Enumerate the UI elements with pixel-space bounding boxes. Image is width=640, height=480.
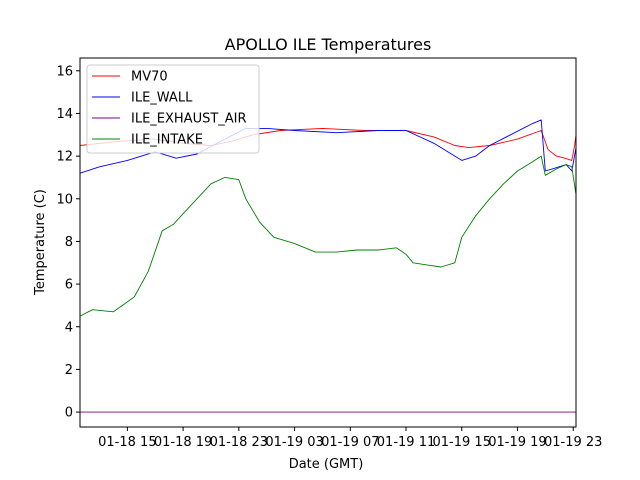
legend-label: MV70 (131, 70, 168, 85)
x-tick-label: 01-19 07 (321, 435, 379, 450)
y-tick-label: 2 (65, 363, 73, 378)
x-axis-label: Date (GMT) (289, 457, 364, 472)
x-tick-label: 01-19 23 (544, 435, 602, 450)
series-line-ile-intake (79, 155, 577, 317)
series-line-ile-wall (79, 119, 577, 174)
chart-title: APOLLO ILE Temperatures (225, 35, 432, 54)
x-tick-label: 01-19 03 (265, 435, 323, 450)
legend-label: ILE_EXHAUST_AIR (131, 112, 247, 127)
y-tick-label: 6 (65, 278, 73, 293)
plot-frame (79, 57, 577, 428)
y-tick-label: 12 (56, 150, 73, 165)
legend-box (86, 64, 260, 154)
x-tick-label: 01-19 15 (433, 435, 491, 450)
y-tick-label: 0 (65, 406, 73, 421)
x-tick-label: 01-18 19 (154, 435, 212, 450)
legend-label: ILE_INTAKE (131, 133, 203, 148)
y-axis-ticks: 0 2 4 6 8 10 12 14 16 (56, 64, 80, 421)
x-tick-label: 01-19 19 (488, 435, 546, 450)
y-tick-label: 8 (65, 235, 73, 250)
y-tick-label: 16 (56, 64, 73, 79)
y-tick-label: 4 (65, 320, 73, 335)
y-tick-label: 14 (56, 107, 73, 122)
x-tick-label: 01-18 23 (210, 435, 268, 450)
y-axis-label: Temperature (C) (33, 189, 48, 296)
x-tick-label: 01-18 15 (98, 435, 156, 450)
legend: MV70 ILE_WALL ILE_EXHAUST_AIR ILE_INTAKE (86, 64, 260, 154)
y-tick-label: 10 (56, 192, 73, 207)
x-tick-label: 01-19 11 (377, 435, 435, 450)
legend-label: ILE_WALL (131, 91, 193, 106)
